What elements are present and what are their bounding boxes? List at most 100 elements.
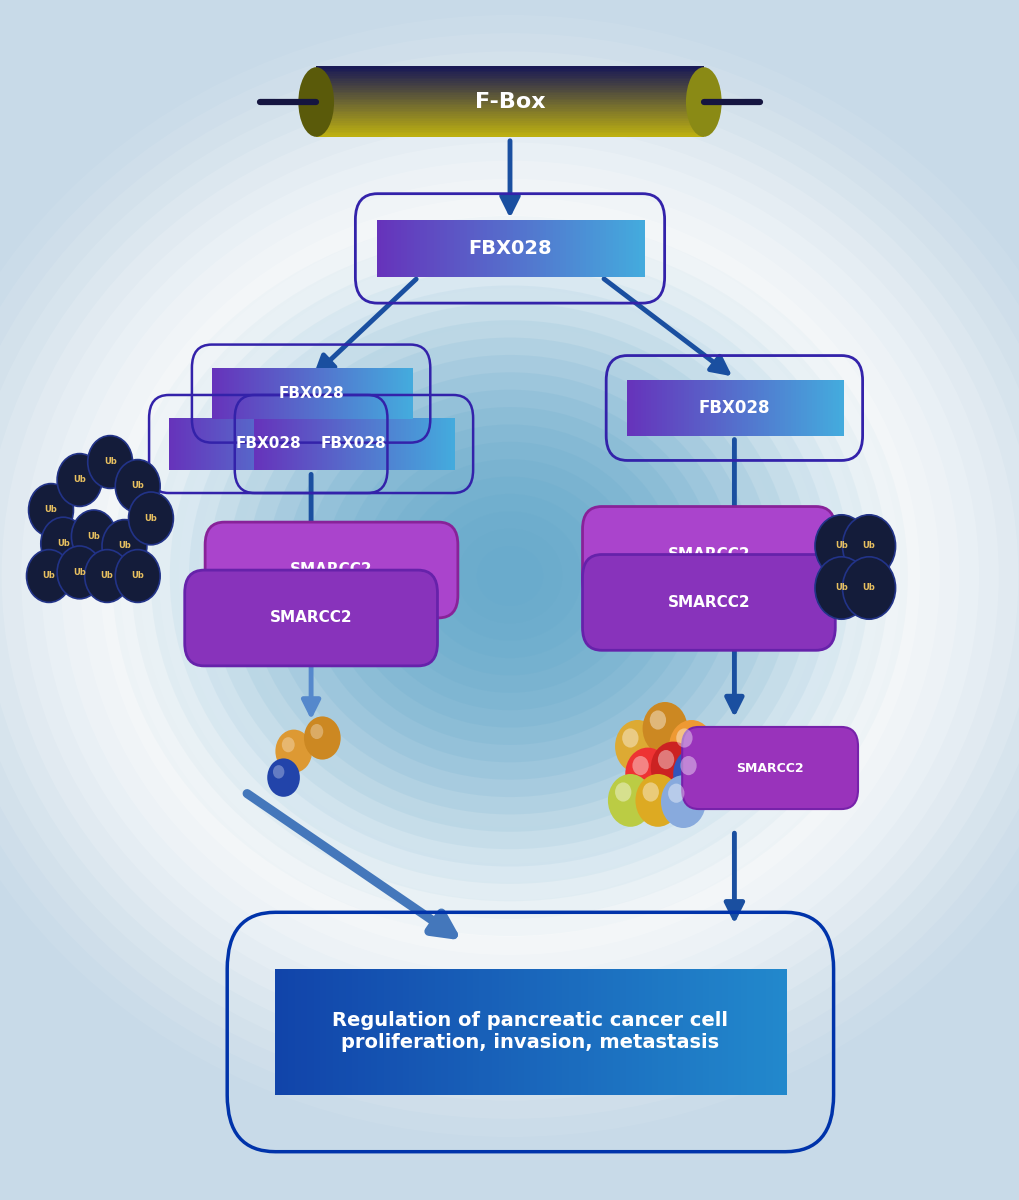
Bar xyxy=(411,418,416,469)
Bar xyxy=(183,418,189,469)
Bar xyxy=(255,418,259,469)
Bar xyxy=(259,418,264,469)
Bar xyxy=(316,100,703,102)
Bar xyxy=(316,80,703,83)
Ellipse shape xyxy=(395,470,624,682)
Bar xyxy=(448,418,452,469)
Bar xyxy=(373,418,378,469)
Bar xyxy=(283,367,288,419)
Bar xyxy=(235,418,240,469)
Bar xyxy=(316,108,703,110)
Ellipse shape xyxy=(415,488,604,664)
Bar xyxy=(765,970,774,1094)
Bar xyxy=(518,970,526,1094)
Bar xyxy=(632,380,637,436)
Text: Ub: Ub xyxy=(57,539,69,548)
Bar xyxy=(343,367,347,419)
Bar xyxy=(194,418,198,469)
Bar xyxy=(772,970,781,1094)
Bar xyxy=(291,418,296,469)
Bar xyxy=(224,367,228,419)
Bar xyxy=(504,970,513,1094)
Ellipse shape xyxy=(323,407,696,745)
Ellipse shape xyxy=(342,425,677,727)
Circle shape xyxy=(41,517,86,570)
Bar xyxy=(221,367,226,419)
Bar xyxy=(281,418,286,469)
Text: Ub: Ub xyxy=(145,514,157,523)
Bar xyxy=(353,418,357,469)
Bar xyxy=(447,970,455,1094)
Bar xyxy=(729,380,733,436)
Bar xyxy=(708,970,716,1094)
Bar xyxy=(313,418,317,469)
Bar xyxy=(373,367,377,419)
Bar xyxy=(438,418,442,469)
Bar xyxy=(332,418,337,469)
Bar xyxy=(408,367,412,419)
Bar xyxy=(316,112,703,114)
Bar xyxy=(473,970,481,1094)
Circle shape xyxy=(650,742,695,794)
Bar xyxy=(365,418,370,469)
Ellipse shape xyxy=(277,361,742,791)
Bar xyxy=(681,380,685,436)
Bar xyxy=(304,367,308,419)
Circle shape xyxy=(632,756,648,775)
Bar xyxy=(316,132,703,136)
Bar xyxy=(416,418,420,469)
Bar xyxy=(622,220,628,277)
Bar xyxy=(366,367,370,419)
Bar xyxy=(199,418,203,469)
Bar xyxy=(434,970,443,1094)
Bar xyxy=(583,220,588,277)
Bar xyxy=(696,380,701,436)
Ellipse shape xyxy=(60,161,959,991)
Bar xyxy=(169,418,173,469)
Circle shape xyxy=(71,510,116,563)
Bar xyxy=(218,418,223,469)
Bar xyxy=(267,418,271,469)
Bar xyxy=(498,970,506,1094)
Bar xyxy=(274,418,278,469)
Circle shape xyxy=(668,720,713,773)
Bar xyxy=(400,367,405,419)
Bar xyxy=(341,418,345,469)
Circle shape xyxy=(88,436,132,488)
Bar xyxy=(316,116,703,120)
Text: Ub: Ub xyxy=(862,541,874,551)
Bar xyxy=(464,220,469,277)
Bar xyxy=(209,418,213,469)
Ellipse shape xyxy=(237,324,782,828)
Bar xyxy=(570,220,575,277)
Bar xyxy=(214,367,218,419)
Bar xyxy=(395,367,399,419)
Bar xyxy=(302,418,306,469)
Bar xyxy=(688,380,693,436)
Circle shape xyxy=(676,728,692,748)
Ellipse shape xyxy=(304,390,715,762)
Bar xyxy=(378,418,383,469)
Bar xyxy=(391,418,395,469)
Bar xyxy=(755,380,760,436)
Circle shape xyxy=(102,520,147,572)
Bar xyxy=(619,220,625,277)
Bar xyxy=(310,418,315,469)
Bar xyxy=(316,109,703,113)
Bar xyxy=(309,418,314,469)
Bar xyxy=(316,124,703,126)
Bar xyxy=(404,418,408,469)
Bar xyxy=(600,970,608,1094)
Ellipse shape xyxy=(169,268,850,884)
Bar xyxy=(270,418,275,469)
Ellipse shape xyxy=(247,337,772,815)
Bar xyxy=(316,120,703,122)
Bar xyxy=(308,418,312,469)
Ellipse shape xyxy=(2,106,1017,1046)
Bar xyxy=(599,220,604,277)
Bar xyxy=(715,380,719,436)
Bar xyxy=(316,127,703,130)
Bar xyxy=(191,418,196,469)
Bar xyxy=(323,367,328,419)
Ellipse shape xyxy=(218,306,801,846)
